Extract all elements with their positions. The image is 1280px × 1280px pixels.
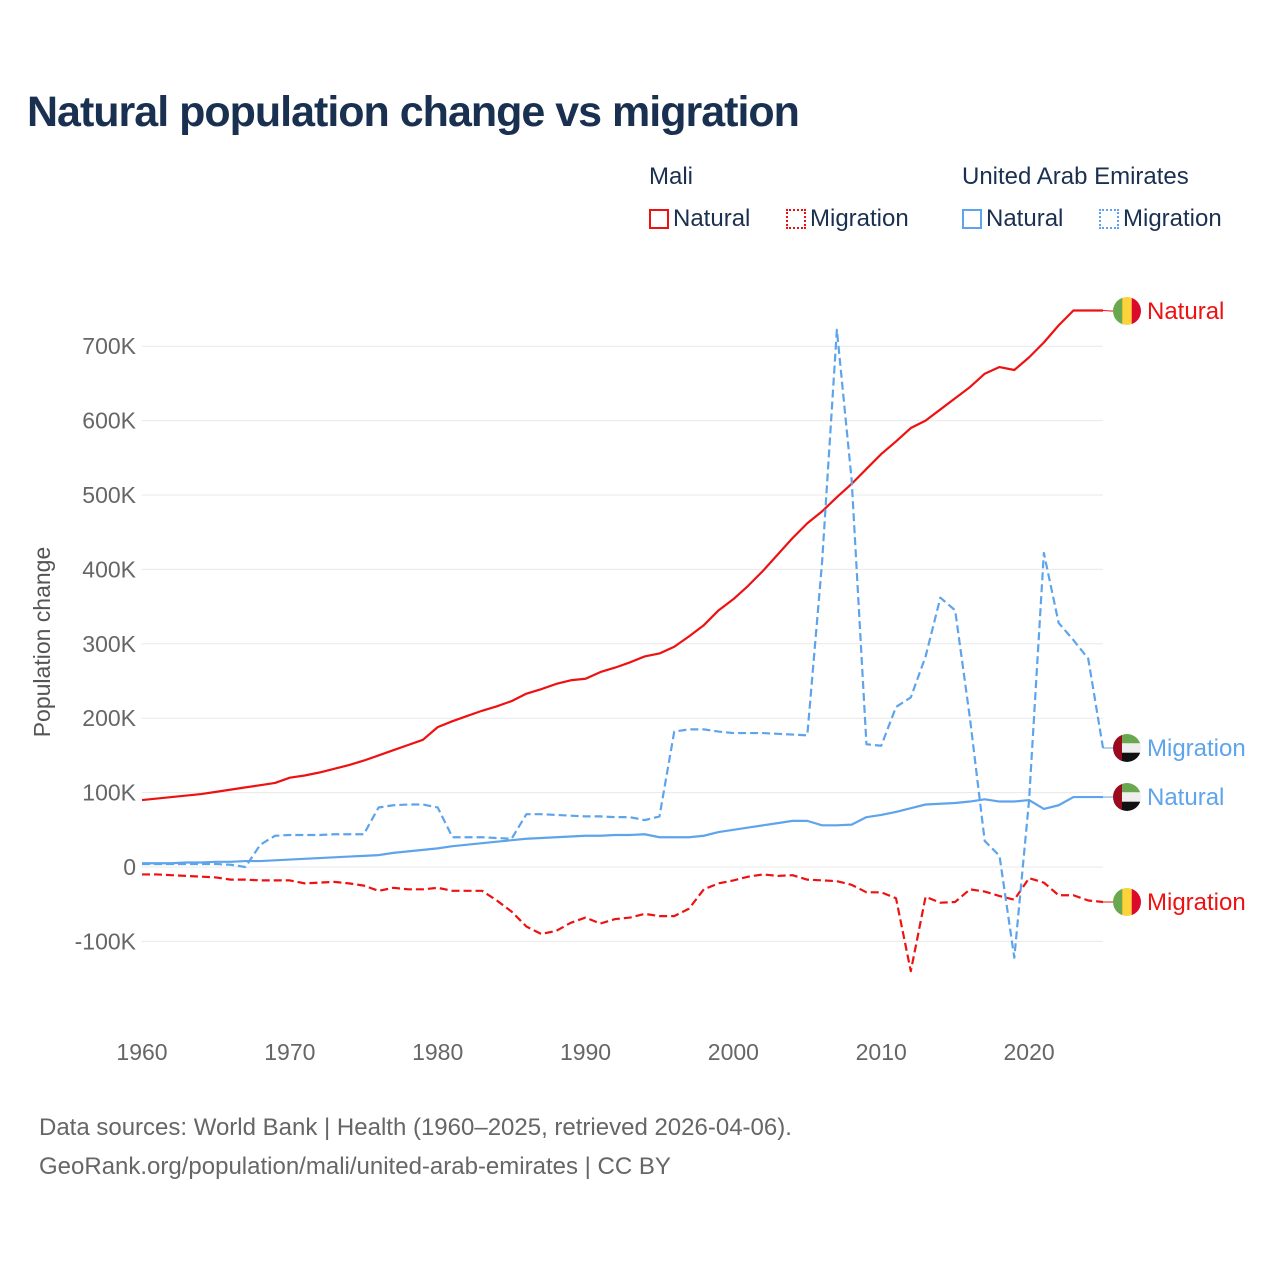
series-line-mali-natural: [141, 309, 1103, 802]
legend-item-uae-migration[interactable]: Migration: [1099, 205, 1222, 233]
x-tick-label: 2010: [856, 1039, 907, 1065]
y-axis-label: Population change: [29, 547, 55, 738]
y-tick-label: 300K: [82, 631, 136, 657]
flag-stripe: [1113, 734, 1141, 744]
legend-label: Natural: [673, 205, 751, 232]
legend-label: Natural: [986, 205, 1064, 232]
legend-group-uae: United Arab Emirates: [962, 163, 1189, 190]
x-tick-label: 1960: [116, 1039, 167, 1065]
legend-item-mali-migration[interactable]: Migration: [786, 205, 909, 233]
flag-stripe: [1113, 743, 1141, 753]
uae-flag-icon: [1113, 734, 1141, 762]
flag-stripe: [1122, 888, 1132, 916]
series-end-label: Natural: [1147, 298, 1224, 325]
flag-stripe: [1113, 752, 1141, 762]
chart-title: Natural population change vs migration: [27, 88, 800, 136]
flag-stripe: [1113, 783, 1122, 811]
flag-stripe: [1113, 888, 1123, 916]
flag-stripe: [1113, 734, 1122, 762]
y-tick-label: 0: [123, 854, 136, 880]
series-line-united-arab-emirates-migration: [142, 328, 1105, 959]
x-tick-label: 1990: [560, 1039, 611, 1065]
mali-flag-icon: [1113, 297, 1141, 325]
mali-flag-icon: [1113, 888, 1141, 916]
legend-swatch-dotted: [786, 209, 806, 229]
flag-stripe: [1113, 801, 1141, 811]
flag-stripe: [1113, 792, 1141, 802]
uae-flag-icon: [1113, 783, 1141, 811]
y-tick-label: 200K: [82, 705, 136, 731]
legend-item-mali-natural[interactable]: Natural: [649, 205, 750, 233]
series-end-label: Natural: [1147, 784, 1224, 811]
legend-swatch-solid: [962, 209, 982, 229]
series-end-label: Migration: [1147, 889, 1246, 916]
x-tick-label: 1980: [412, 1039, 463, 1065]
legend-group-mali: Mali: [649, 163, 694, 190]
x-tick-label: 1970: [264, 1039, 315, 1065]
x-tick-label: 2020: [1003, 1039, 1054, 1065]
y-tick-label: 400K: [82, 556, 136, 582]
flag-stripe: [1131, 888, 1141, 916]
flag-stripe: [1122, 297, 1132, 325]
flag-stripe: [1131, 297, 1141, 325]
source-link[interactable]: GeoRank.org/population/mali/united-arab-…: [39, 1153, 671, 1180]
y-tick-label: 700K: [82, 333, 136, 359]
y-tick-label: 500K: [82, 482, 136, 508]
y-tick-label: 100K: [82, 780, 136, 806]
legend-label: Migration: [1123, 205, 1222, 232]
y-tick-label: 600K: [82, 408, 136, 434]
label-connector: [1102, 309, 1113, 312]
legend-item-uae-natural[interactable]: Natural: [962, 205, 1063, 233]
y-tick-label: -100K: [75, 928, 137, 954]
series-end-label: Migration: [1147, 735, 1246, 762]
series-line-mali-migration: [142, 873, 1104, 973]
flag-stripe: [1113, 297, 1123, 325]
series-line-united-arab-emirates-natural: [142, 795, 1103, 865]
x-tick-label: 2000: [708, 1039, 759, 1065]
flag-stripe: [1113, 783, 1141, 793]
legend-swatch-solid: [649, 209, 669, 229]
legend-label: Migration: [810, 205, 909, 232]
data-source: Data sources: World Bank | Health (1960–…: [39, 1114, 792, 1141]
footer: Data sources: World Bank | Health (1960–…: [39, 1108, 792, 1186]
legend-swatch-dotted: [1099, 209, 1119, 229]
